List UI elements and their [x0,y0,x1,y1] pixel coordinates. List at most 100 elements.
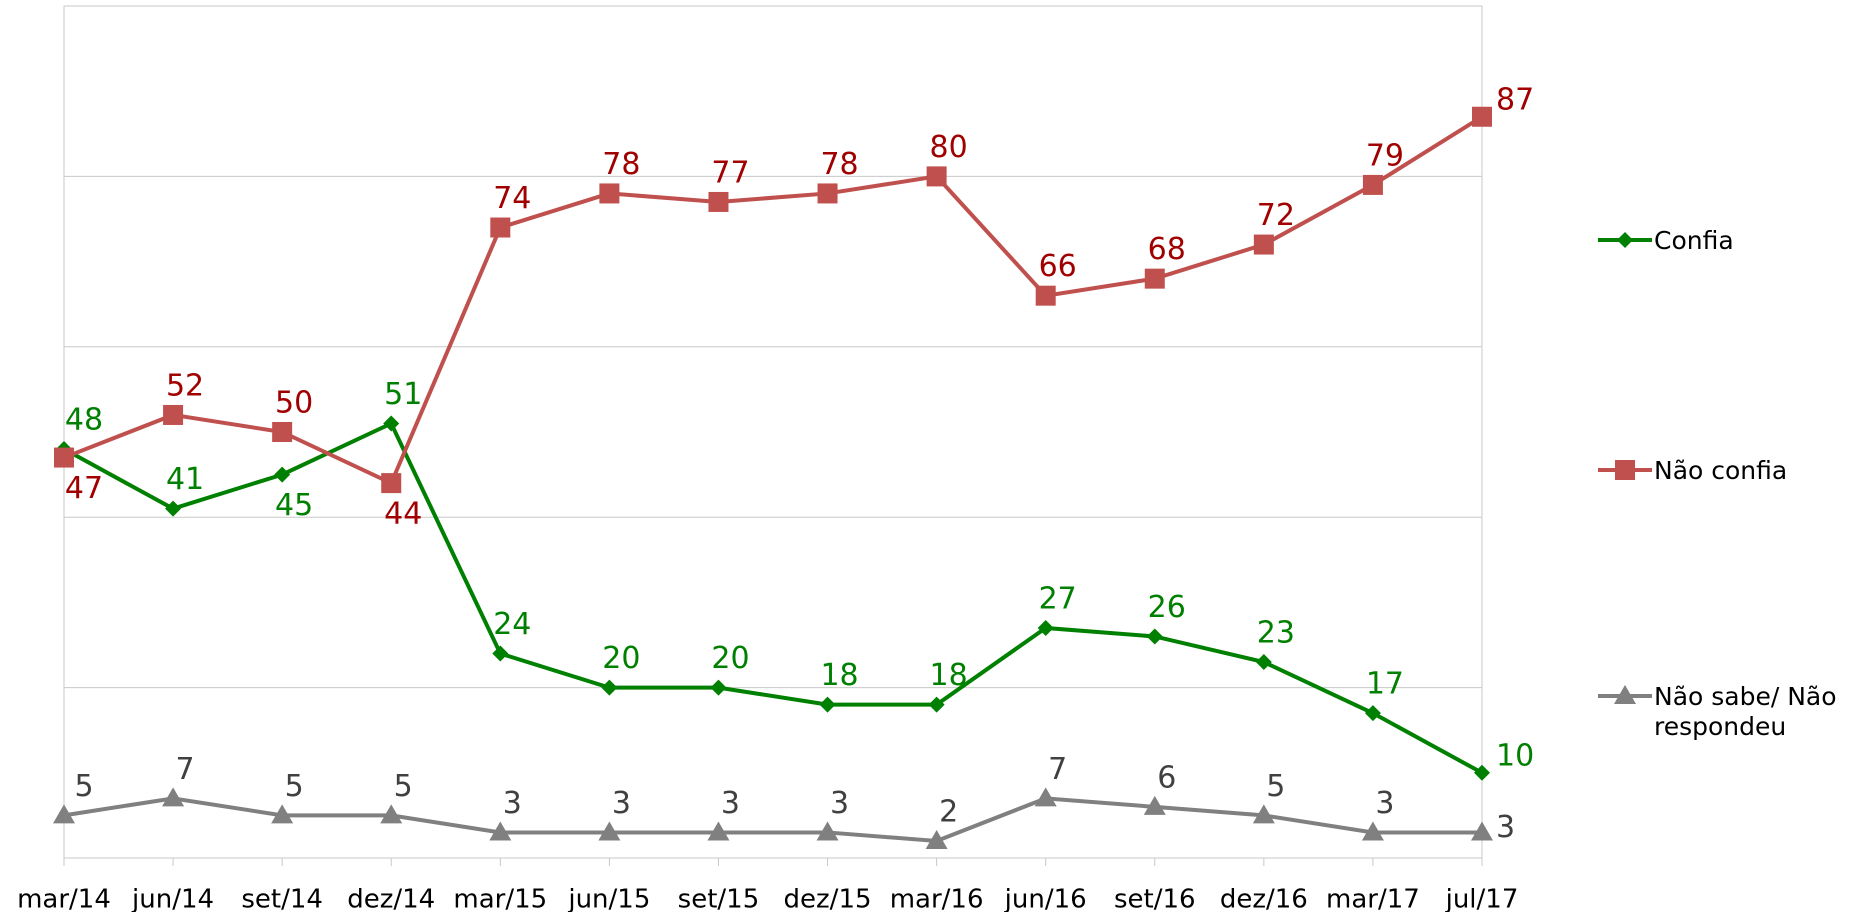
data-label: 6 [1157,760,1176,795]
marker [710,679,727,696]
data-label: 3 [1496,810,1515,845]
marker [816,821,839,841]
data-label: 5 [1266,769,1285,804]
data-label: 5 [394,769,413,804]
marker [601,679,618,696]
marker [928,696,945,713]
series-line [63,115,1484,486]
data-label: 7 [176,752,195,787]
marker [1362,174,1383,195]
x-tick-label: jul/17 [1445,885,1519,913]
x-tick-label: jun/15 [567,885,650,913]
x-tick-label: mar/15 [453,885,547,913]
data-label: 87 [1496,82,1534,117]
marker [272,422,293,442]
data-label: 3 [721,786,740,821]
marker [707,821,730,841]
data-label: 3 [1375,786,1394,821]
legend-label: Não confia [1654,456,1788,485]
marker [1255,654,1272,671]
x-tick-label: jun/16 [1004,885,1087,913]
x-tick-label: dez/14 [347,885,435,913]
legend-item: Não sabe/ Não respondeu [1596,682,1854,742]
marker [1252,804,1275,824]
marker [490,217,511,238]
data-label: 18 [930,658,968,693]
data-label: 10 [1496,738,1534,773]
x-tick-label: set/14 [241,885,323,913]
marker [708,191,729,212]
data-label: 68 [1148,232,1186,267]
marker [1037,619,1054,636]
marker [274,466,291,483]
data-label: 79 [1366,138,1404,173]
data-label: 7 [1048,752,1067,787]
x-tick-label: set/15 [678,885,760,913]
marker [1146,628,1163,645]
data-label: 27 [1039,581,1077,616]
data-label: 23 [1257,616,1295,651]
series-line [63,796,1482,843]
marker [54,447,74,468]
marker [817,183,838,204]
data-label: 2 [939,794,958,829]
data-label: 24 [493,607,531,642]
data-label: 20 [602,641,640,676]
data-label: 48 [65,403,103,438]
marker [1617,232,1633,248]
data-label: 20 [711,641,749,676]
data-label: 17 [1366,667,1404,702]
legend-item: Não confia [1596,456,1854,486]
x-tick-label: jun/14 [131,885,214,913]
data-label: 18 [820,658,858,693]
marker [163,404,184,425]
marker [1472,106,1492,127]
marker [925,829,948,849]
marker [1034,787,1057,807]
data-label: 3 [612,786,631,821]
legend-item: Confia [1596,226,1854,256]
marker [489,821,512,841]
marker [53,804,75,824]
data-label: 50 [275,386,313,421]
x-tick-label: dez/16 [1220,885,1308,913]
data-label: 45 [275,488,313,523]
series-line [63,420,1483,775]
marker [1364,705,1381,722]
marker [1144,268,1165,289]
marker [1143,795,1166,815]
x-tick-label: mar/14 [17,885,111,913]
data-label: 44 [384,497,422,532]
data-label: 78 [820,147,858,182]
data-label: 3 [830,786,849,821]
marker [1253,234,1274,255]
data-label: 66 [1039,249,1077,284]
marker [598,821,621,841]
data-label: 74 [493,181,531,216]
chart: mar/14 jun/14 set/14 dez/14 mar/15 jun/15 set/… [17,5,1534,915]
data-label: 47 [65,471,103,506]
data-label: 77 [711,155,749,190]
marker [162,787,185,807]
data-label: 78 [602,147,640,182]
data-label: 41 [166,462,204,497]
data-label: 72 [1257,198,1295,233]
marker [1361,821,1384,841]
data-label: 5 [74,769,93,804]
marker [819,696,836,713]
marker [165,500,182,517]
data-label: 3 [503,786,522,821]
marker [492,645,509,662]
data-label: 5 [285,769,304,804]
marker [383,415,400,432]
x-tick-label: set/16 [1114,885,1196,913]
legend-label: Não sabe/ Não respondeu [1654,682,1837,741]
marker [1614,685,1636,704]
legend-label: Confia [1654,226,1734,255]
marker [926,166,947,187]
marker [380,804,403,824]
marker [271,804,294,824]
marker [599,183,620,204]
marker [1474,764,1490,781]
